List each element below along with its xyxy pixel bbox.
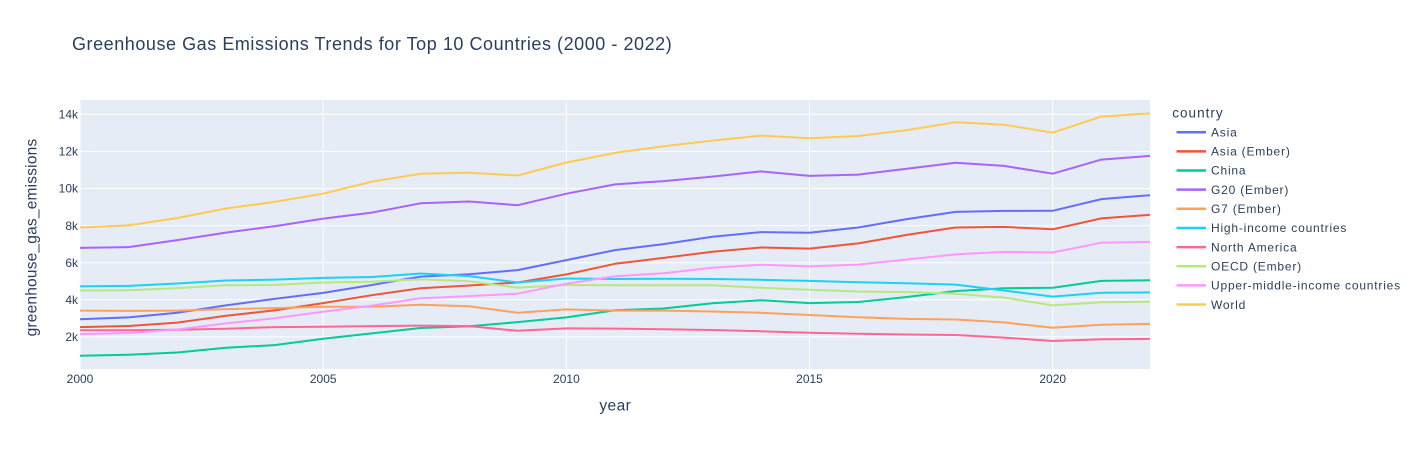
svg-text:China: China	[1211, 164, 1246, 178]
svg-text:Greenhouse Gas Emissions Trend: Greenhouse Gas Emissions Trends for Top …	[72, 34, 672, 54]
svg-text:greenhouse_gas_emissions: greenhouse_gas_emissions	[24, 139, 41, 337]
svg-text:2005: 2005	[310, 372, 337, 386]
svg-text:10k: 10k	[59, 182, 79, 196]
svg-text:High-income countries: High-income countries	[1211, 221, 1347, 235]
svg-text:2015: 2015	[796, 372, 823, 386]
svg-text:2020: 2020	[1039, 372, 1066, 386]
svg-text:8k: 8k	[65, 219, 79, 233]
svg-text:2010: 2010	[553, 372, 580, 386]
svg-text:2000: 2000	[67, 372, 94, 386]
svg-text:6k: 6k	[65, 256, 79, 270]
svg-text:World: World	[1211, 298, 1246, 312]
svg-text:OECD (Ember): OECD (Ember)	[1211, 259, 1302, 273]
svg-text:4k: 4k	[65, 293, 79, 307]
svg-text:12k: 12k	[59, 145, 79, 159]
svg-text:Asia: Asia	[1211, 125, 1238, 139]
svg-text:G20 (Ember): G20 (Ember)	[1211, 183, 1289, 197]
svg-text:Upper-middle-income countries: Upper-middle-income countries	[1211, 279, 1401, 293]
svg-text:Asia (Ember): Asia (Ember)	[1211, 145, 1291, 159]
svg-text:year: year	[599, 397, 631, 414]
svg-text:North America: North America	[1211, 240, 1297, 254]
svg-text:country: country	[1172, 105, 1223, 120]
svg-text:14k: 14k	[59, 108, 79, 122]
svg-text:2k: 2k	[65, 330, 79, 344]
svg-text:G7 (Ember): G7 (Ember)	[1211, 202, 1282, 216]
